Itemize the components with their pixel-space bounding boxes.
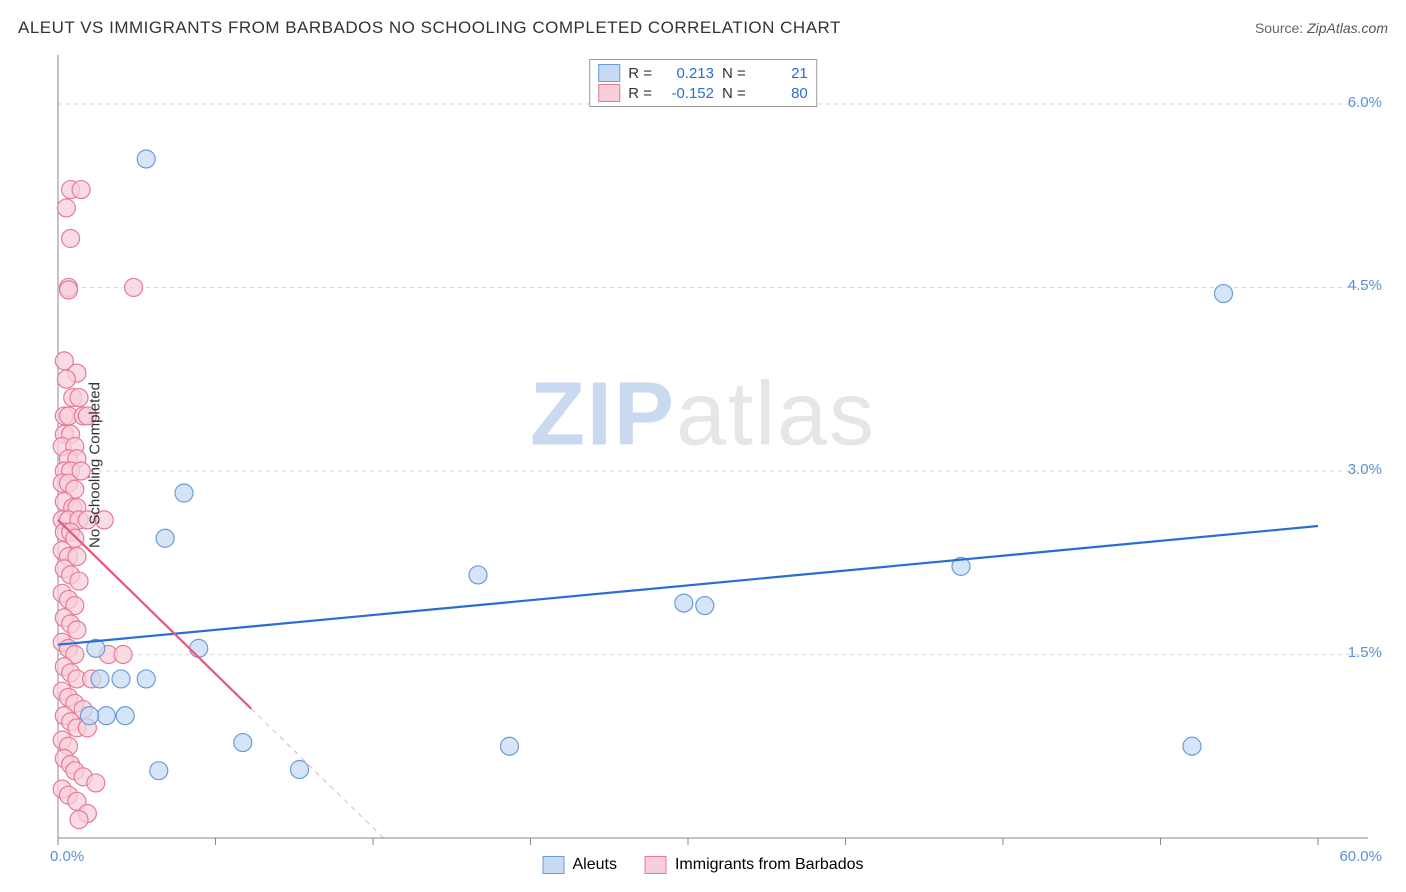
legend-label-aleuts: Aleuts xyxy=(573,856,617,874)
series-legend: Aleuts Immigrants from Barbados xyxy=(543,856,864,874)
source-label: Source: xyxy=(1255,20,1303,36)
r-label: R = xyxy=(628,85,652,102)
y-tick-label: 4.5% xyxy=(1348,277,1382,294)
stats-row-aleuts: R = 0.213 N = 21 xyxy=(598,64,808,82)
r-label: R = xyxy=(628,65,652,82)
r-value-aleuts: 0.213 xyxy=(660,65,714,82)
stats-legend: R = 0.213 N = 21 R = -0.152 N = 80 xyxy=(589,59,817,107)
x-tick-label: 0.0% xyxy=(50,848,84,865)
header: ALEUT VS IMMIGRANTS FROM BARBADOS NO SCH… xyxy=(18,18,1388,38)
legend-item-aleuts: Aleuts xyxy=(543,856,617,874)
y-tick-label: 3.0% xyxy=(1348,461,1382,478)
legend-label-barbados: Immigrants from Barbados xyxy=(675,856,864,874)
n-label: N = xyxy=(722,85,746,102)
r-value-barbados: -0.152 xyxy=(660,85,714,102)
n-label: N = xyxy=(722,65,746,82)
n-value-barbados: 80 xyxy=(754,85,808,102)
chart-area: No Schooling Completed ZIPatlas R = 0.21… xyxy=(18,55,1388,874)
source-value: ZipAtlas.com xyxy=(1307,20,1388,36)
stats-row-barbados: R = -0.152 N = 80 xyxy=(598,84,808,102)
legend-swatch-aleuts xyxy=(543,856,565,874)
y-axis-label: No Schooling Completed xyxy=(86,382,103,548)
swatch-aleuts xyxy=(598,64,620,82)
n-value-aleuts: 21 xyxy=(754,65,808,82)
scatter-plot xyxy=(18,55,1388,874)
legend-item-barbados: Immigrants from Barbados xyxy=(645,856,864,874)
y-tick-label: 6.0% xyxy=(1348,94,1382,111)
y-tick-label: 1.5% xyxy=(1348,644,1382,661)
source: Source: ZipAtlas.com xyxy=(1255,20,1388,36)
swatch-barbados xyxy=(598,84,620,102)
legend-swatch-barbados xyxy=(645,856,667,874)
x-tick-label: 60.0% xyxy=(1339,848,1382,865)
chart-title: ALEUT VS IMMIGRANTS FROM BARBADOS NO SCH… xyxy=(18,18,841,38)
